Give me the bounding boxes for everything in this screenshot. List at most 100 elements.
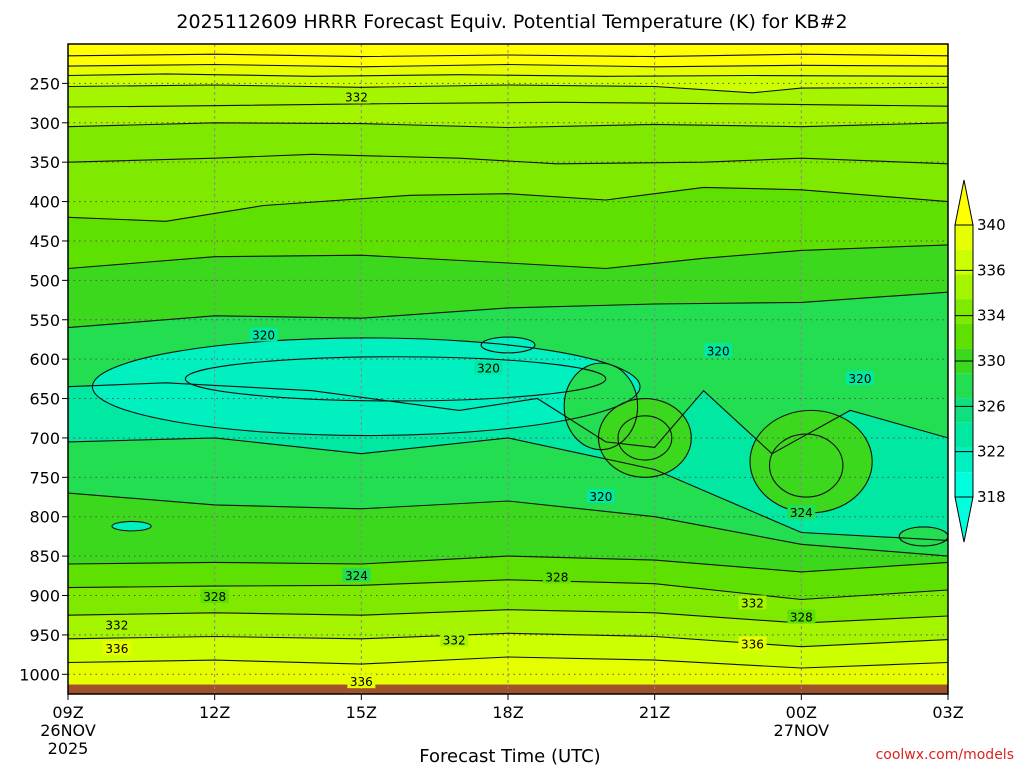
- x-tick-label: 18Z: [492, 703, 523, 722]
- contour-326: [68, 291, 948, 329]
- contour-label: 324: [787, 504, 816, 520]
- contour-label-bg: [474, 360, 503, 375]
- x-tick-label: 12Z: [199, 703, 230, 722]
- x-tick-label: 00Z: [786, 703, 817, 722]
- contour-label-bg: [586, 489, 615, 504]
- colorbar-band: [955, 274, 973, 300]
- contour-label-text: 336: [350, 675, 373, 689]
- contour-label-text: 336: [741, 637, 764, 651]
- contour-328: [68, 244, 948, 270]
- contour-336: [68, 656, 948, 669]
- contour-label: 328: [542, 569, 571, 584]
- x-tick-sublabel: 2025: [48, 739, 89, 758]
- x-tick-label: 15Z: [346, 703, 377, 722]
- contour-label-text: 332: [443, 633, 466, 647]
- contour-label-text: 324: [345, 569, 368, 583]
- colorbar-label: 330: [977, 352, 1006, 370]
- contour-332: [68, 122, 948, 129]
- contour-label-text: 324: [790, 506, 813, 520]
- closed-contour-fill: [750, 410, 873, 513]
- credit-link[interactable]: coolwx.com/models: [876, 747, 1014, 763]
- colorbar-top-arrow: [954, 179, 974, 226]
- contour-label-text: 328: [790, 611, 813, 625]
- contour-lines: [68, 53, 948, 669]
- closed-contour-320: [91, 337, 641, 437]
- colorbar-band: [955, 225, 973, 250]
- closed-contour-fill: [111, 521, 152, 531]
- contour-label: 332: [342, 89, 371, 105]
- contour-label: 332: [440, 632, 469, 647]
- closed-contour-fill: [92, 337, 641, 436]
- y-tick-label: 250: [29, 74, 60, 93]
- colorbar-label: 334: [977, 307, 1006, 325]
- colorbar-band: [955, 422, 973, 448]
- y-tick-label: 700: [29, 429, 60, 448]
- contour-label: 320: [704, 343, 733, 358]
- contour-label-text: 320: [849, 372, 872, 386]
- terrain: [68, 684, 948, 694]
- closed-contour-320: [480, 336, 536, 354]
- y-tick-label: 800: [29, 508, 60, 527]
- contour-324: [68, 437, 948, 541]
- contour-label: 328: [787, 609, 816, 625]
- contour-label-bg: [342, 89, 371, 104]
- closed-contour-fill: [598, 398, 692, 478]
- contour-label-bg: [738, 636, 767, 651]
- contour-label-bg: [440, 632, 469, 647]
- x-tick-sublabel: 27NOV: [774, 721, 830, 740]
- contour-label: 332: [102, 617, 131, 632]
- closed-contour-324: [768, 433, 844, 498]
- y-tick-label: 600: [29, 350, 60, 369]
- contour-label-text: 332: [105, 618, 128, 632]
- colorbar-band: [955, 249, 973, 275]
- colorbar-band: [955, 373, 973, 399]
- contour-label: 320: [249, 327, 278, 343]
- contour-330: [68, 186, 948, 222]
- chart-title: 2025112609 HRRR Forecast Equiv. Potentia…: [176, 11, 847, 33]
- contour-326: [68, 492, 948, 557]
- contour-label: 328: [200, 589, 229, 604]
- y-tick-label: 400: [29, 193, 60, 212]
- contour-label: 324: [342, 567, 371, 583]
- closed-contour-326: [597, 397, 692, 478]
- contour-label-bg: [200, 589, 229, 604]
- contour-label-text: 336: [105, 642, 128, 656]
- contour-label-bg: [704, 343, 733, 358]
- closed-contour-324: [617, 415, 673, 461]
- contour-label-bg: [102, 641, 131, 656]
- contour-label-text: 320: [477, 362, 500, 376]
- closed-contour-320: [111, 520, 152, 532]
- x-tick-label: 21Z: [639, 703, 670, 722]
- contour-label-bg: [249, 327, 278, 342]
- contour-330: [68, 579, 948, 601]
- contour-label-text: 320: [589, 490, 612, 504]
- contour-label: 320: [586, 489, 615, 504]
- contour-label-bg: [102, 617, 131, 632]
- contour-340: [68, 53, 948, 58]
- contour-label: 336: [102, 641, 131, 656]
- plot-area: [68, 44, 948, 694]
- y-tick-label: 900: [29, 587, 60, 606]
- contour-334: [68, 84, 948, 94]
- y-tick-label: 500: [29, 271, 60, 290]
- contour-334: [68, 632, 948, 648]
- contour-322: [68, 382, 948, 455]
- contour-338: [68, 63, 948, 68]
- colorbar-bottom-arrow: [954, 496, 974, 543]
- contour-label-text: 320: [252, 329, 275, 343]
- contour-label-text: 320: [707, 344, 730, 358]
- colorbar-label: 336: [977, 261, 1006, 279]
- contour-label-text: 328: [545, 570, 568, 584]
- contour-label: 320: [474, 360, 503, 376]
- contour-label-text: 332: [741, 596, 764, 610]
- colorbar-band: [955, 299, 973, 324]
- axes: 250 300 350 400 450 500 550 600 650 700 750 800 850 9…: [19, 43, 964, 758]
- y-tick-label: 650: [29, 390, 60, 409]
- x-tick-label: 03Z: [932, 703, 963, 722]
- colorbar-label: 340: [977, 216, 1006, 234]
- contour-label-text: 332: [345, 91, 368, 105]
- y-tick-label: 300: [29, 114, 60, 133]
- y-tick-label: 350: [29, 153, 60, 172]
- contour-labels: 332 320 320 320 320 320 324 324 328 328 332 336 332 3…: [102, 89, 874, 689]
- contour-label-bg: [542, 569, 571, 584]
